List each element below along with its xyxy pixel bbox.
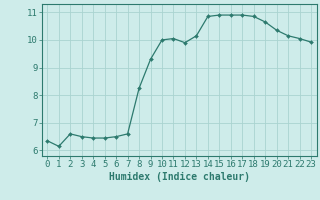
X-axis label: Humidex (Indice chaleur): Humidex (Indice chaleur) <box>109 172 250 182</box>
